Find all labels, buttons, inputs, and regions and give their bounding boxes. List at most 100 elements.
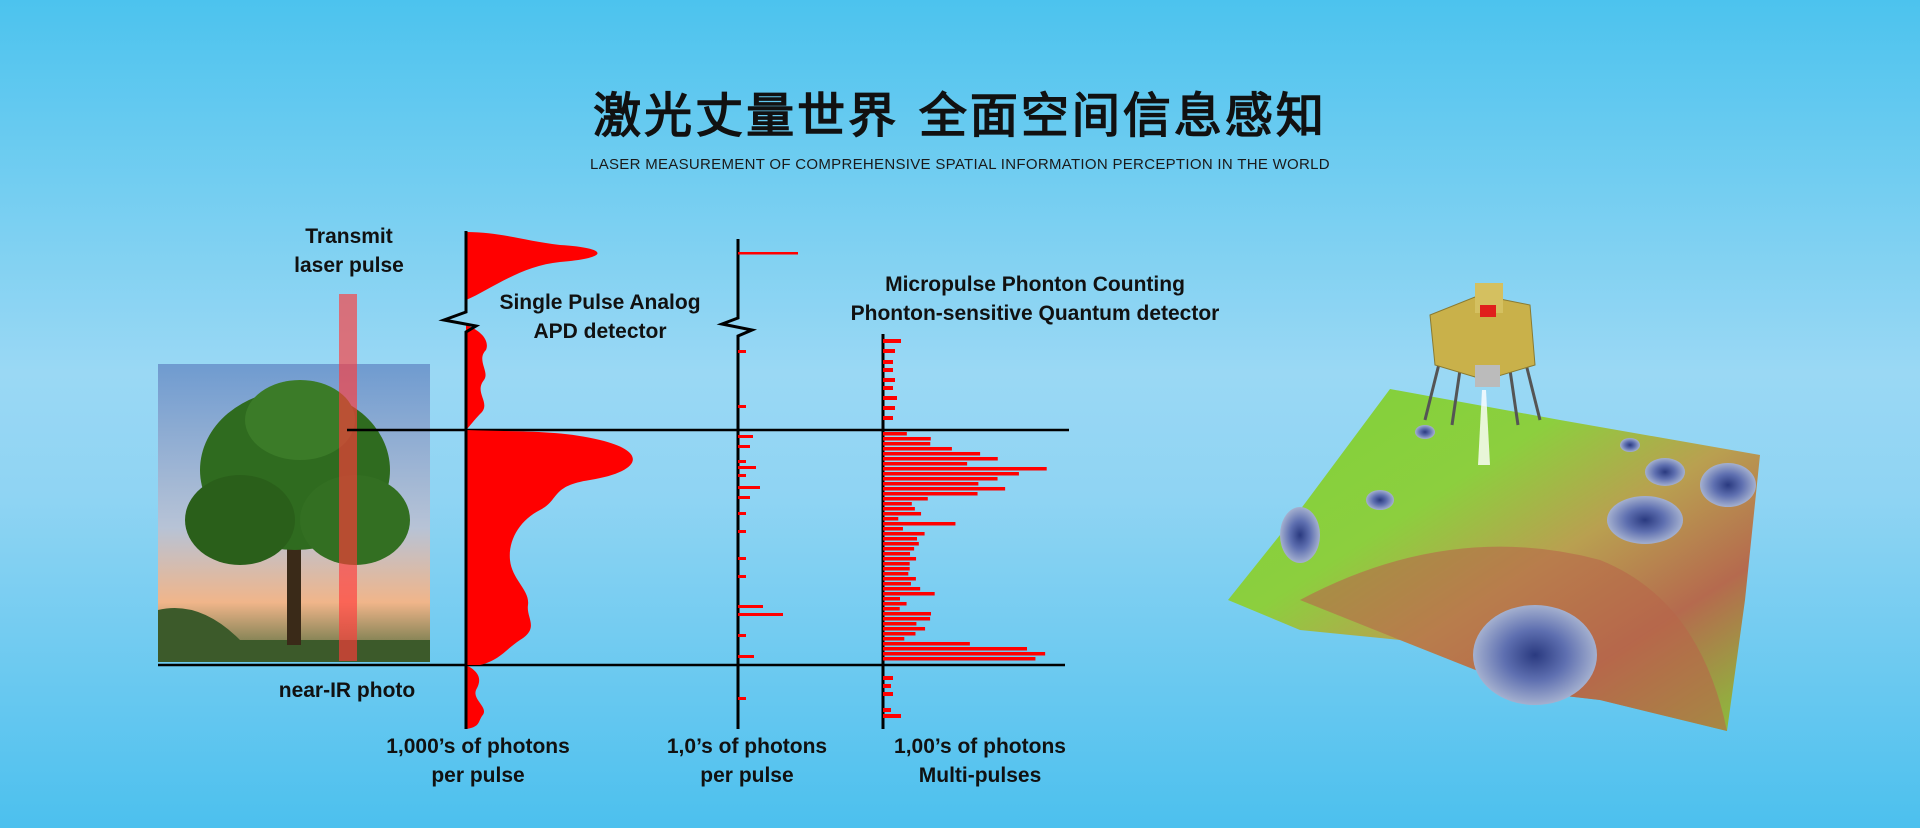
photon-bar <box>738 445 750 448</box>
photon-bar <box>738 350 746 353</box>
photon-bar <box>883 652 1046 656</box>
multi-pulse-axis-label-line1: 1,00’s of photons <box>894 735 1066 758</box>
photon-bar <box>883 432 907 436</box>
transmit-label-line2: laser pulse <box>294 254 404 277</box>
photon-bar <box>883 482 979 486</box>
multi-pulse-axis-label: 1,00’s of photons Multi-pulses <box>894 732 1066 790</box>
photon-bar <box>883 562 910 566</box>
photon-bar <box>883 612 932 616</box>
photon-bar <box>738 405 746 408</box>
photon-bar <box>883 597 901 601</box>
photon-bar <box>738 252 798 255</box>
apd-axis-label: 1,000’s of photons per pulse <box>386 732 570 790</box>
photon-bar <box>883 547 915 551</box>
photon-bar <box>883 368 893 372</box>
laser-beam <box>339 294 357 661</box>
photon-bar <box>883 647 1027 651</box>
photon-bar <box>738 512 746 515</box>
photon-bar <box>883 502 912 506</box>
photon-bar <box>883 522 956 526</box>
photon-bar <box>883 567 910 571</box>
photon-bar <box>883 437 931 441</box>
photon-bar <box>883 396 897 400</box>
photon-bar <box>738 655 754 658</box>
photon-bar <box>738 460 746 463</box>
photon-bar <box>738 435 753 438</box>
photon-bar <box>883 532 925 536</box>
photon-bar <box>883 657 1036 661</box>
photon-bar <box>883 386 893 390</box>
photon-bar <box>883 592 935 596</box>
photon-bar <box>883 542 919 546</box>
single-photon-returns <box>738 252 798 700</box>
photon-bar <box>738 486 760 489</box>
photon-bar <box>883 452 981 456</box>
near-ir-tree-photo <box>158 364 430 662</box>
photon-bar <box>738 474 746 477</box>
photon-bar <box>883 607 900 611</box>
photon-bar <box>883 360 893 364</box>
single-photon-axis-label-line2: per pulse <box>700 764 794 787</box>
lunar-terrain-illustration <box>1228 389 1760 731</box>
photon-bar <box>883 676 893 680</box>
photon-bar <box>883 339 901 343</box>
quantum-label-line1: Micropulse Phonton Counting <box>885 273 1185 296</box>
apd-label-line2: APD detector <box>533 320 667 343</box>
photon-bar <box>883 627 926 631</box>
photon-bar <box>883 622 917 626</box>
photon-bar <box>883 692 893 696</box>
photon-bar <box>883 492 978 496</box>
apd-axis <box>438 231 481 729</box>
photon-bar <box>738 605 763 608</box>
photon-bar <box>883 416 893 420</box>
flag-icon <box>1480 305 1496 317</box>
photon-bar <box>738 496 750 499</box>
multi-pulse-histogram <box>883 339 1047 718</box>
apd-detector-label: Single Pulse Analog APD detector <box>499 288 700 346</box>
photon-bar <box>883 467 1047 471</box>
photon-bar <box>738 697 746 700</box>
photon-bar <box>883 512 922 516</box>
single-photon-axis <box>716 239 758 729</box>
photon-bar <box>883 349 895 353</box>
single-photon-axis-label-line1: 1,0’s of photons <box>666 735 828 758</box>
photon-bar <box>738 466 756 469</box>
apd-axis-label-line2: per pulse <box>431 764 525 787</box>
apd-axis-label-line1: 1,000’s of photons <box>386 735 570 758</box>
photon-bar <box>738 575 746 578</box>
photon-bar <box>883 572 909 576</box>
quantum-detector-label: Micropulse Phonton Counting Phonton-sens… <box>851 270 1220 328</box>
apd-label-line1: Single Pulse Analog <box>499 291 701 314</box>
photon-bar <box>883 442 931 446</box>
photon-bar <box>883 487 1006 491</box>
photon-bar <box>883 457 998 461</box>
photon-bar <box>883 378 895 382</box>
photon-bar <box>738 557 746 560</box>
photon-bar <box>883 517 899 521</box>
photon-bar <box>883 472 1019 476</box>
page-title: 激光丈量世界 全面空间信息感知 <box>593 88 1327 144</box>
quantum-label-line2: Phonton-sensitive Quantum detector <box>850 302 1220 325</box>
photon-bar <box>883 602 907 606</box>
photon-bar <box>883 642 970 646</box>
page-subtitle: LASER MEASUREMENT OF COMPREHENSIVE SPATI… <box>590 156 1330 173</box>
photon-bar <box>883 708 891 712</box>
photon-bar <box>883 537 918 541</box>
photon-bar <box>883 507 915 511</box>
photon-bar <box>738 530 746 533</box>
near-ir-photo-label: near-IR photo <box>278 679 416 702</box>
photon-bar <box>883 582 911 586</box>
transmit-label: Transmit laser pulse <box>294 222 404 280</box>
apd-waveform <box>466 232 633 729</box>
transmit-label-line1: Transmit <box>305 225 393 248</box>
lunar-lander-icon <box>1423 283 1542 465</box>
photon-bar <box>883 557 917 561</box>
photon-bar <box>883 406 895 410</box>
photon-bar <box>883 552 911 556</box>
photon-bar <box>883 684 891 688</box>
photon-bar <box>883 447 952 451</box>
photon-bar <box>883 462 968 466</box>
photon-bar <box>883 497 928 501</box>
photon-bar <box>883 637 905 641</box>
